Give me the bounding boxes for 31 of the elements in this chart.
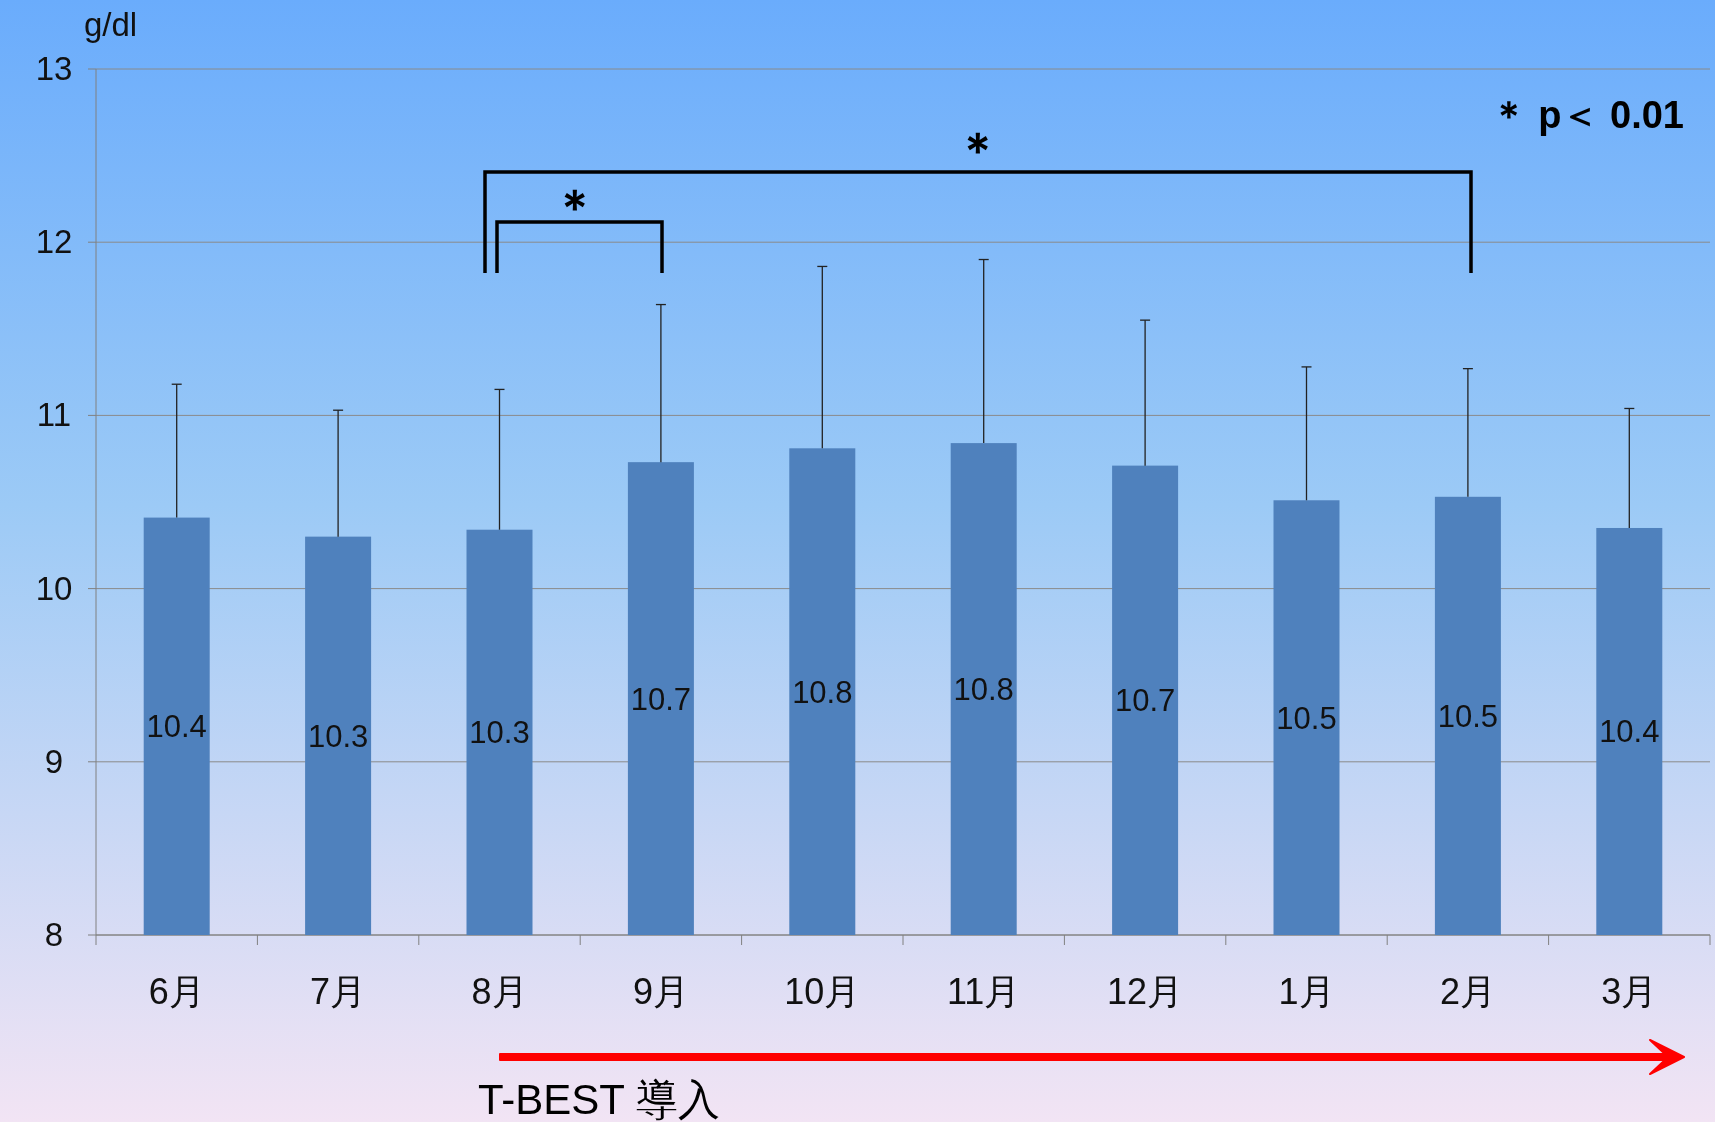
data-label: 10.8 xyxy=(953,672,1014,708)
data-label: 10.3 xyxy=(307,718,369,754)
annotation: ＊ xyxy=(552,180,598,232)
x-tick-label: 9月 xyxy=(632,971,689,1012)
text: T-BEST 導入 xyxy=(478,1076,720,1122)
data-label: 10.7 xyxy=(630,681,692,717)
data-label: 10.4 xyxy=(146,709,207,745)
x-tick-label: 11月 xyxy=(947,971,1021,1012)
y-tick-label: 8 xyxy=(44,916,64,953)
x-tick-label: 7月 xyxy=(310,971,367,1012)
y-axis-title: g/dl xyxy=(84,6,138,43)
x-tick-label: 2月 xyxy=(1439,971,1496,1012)
x-tick-label: 12月 xyxy=(1107,971,1184,1012)
y-tick-label: 12 xyxy=(35,223,73,261)
data-label: 10.3 xyxy=(469,715,530,751)
x-tick-label: 6月 xyxy=(148,971,205,1012)
annotation: ＊ p＜ 0.01 xyxy=(1489,94,1684,136)
x-tick-label: 3月 xyxy=(1601,971,1658,1012)
x-tick-label: 1月 xyxy=(1278,971,1335,1012)
data-label: 10.5 xyxy=(1276,700,1337,736)
data-label: 10.7 xyxy=(1114,683,1176,719)
y-tick-label: 11 xyxy=(36,396,72,434)
data-label: 10.5 xyxy=(1437,698,1499,734)
y-tick-label: 9 xyxy=(44,742,64,780)
data-label: 10.8 xyxy=(792,674,853,710)
x-tick-label: 10月 xyxy=(784,971,861,1012)
annotation: ＊ xyxy=(955,123,1001,175)
data-label: 10.4 xyxy=(1599,714,1660,750)
y-tick-label: 13 xyxy=(35,50,73,87)
x-tick-label: 8月 xyxy=(471,971,528,1012)
y-tick-label: 10 xyxy=(35,569,73,607)
